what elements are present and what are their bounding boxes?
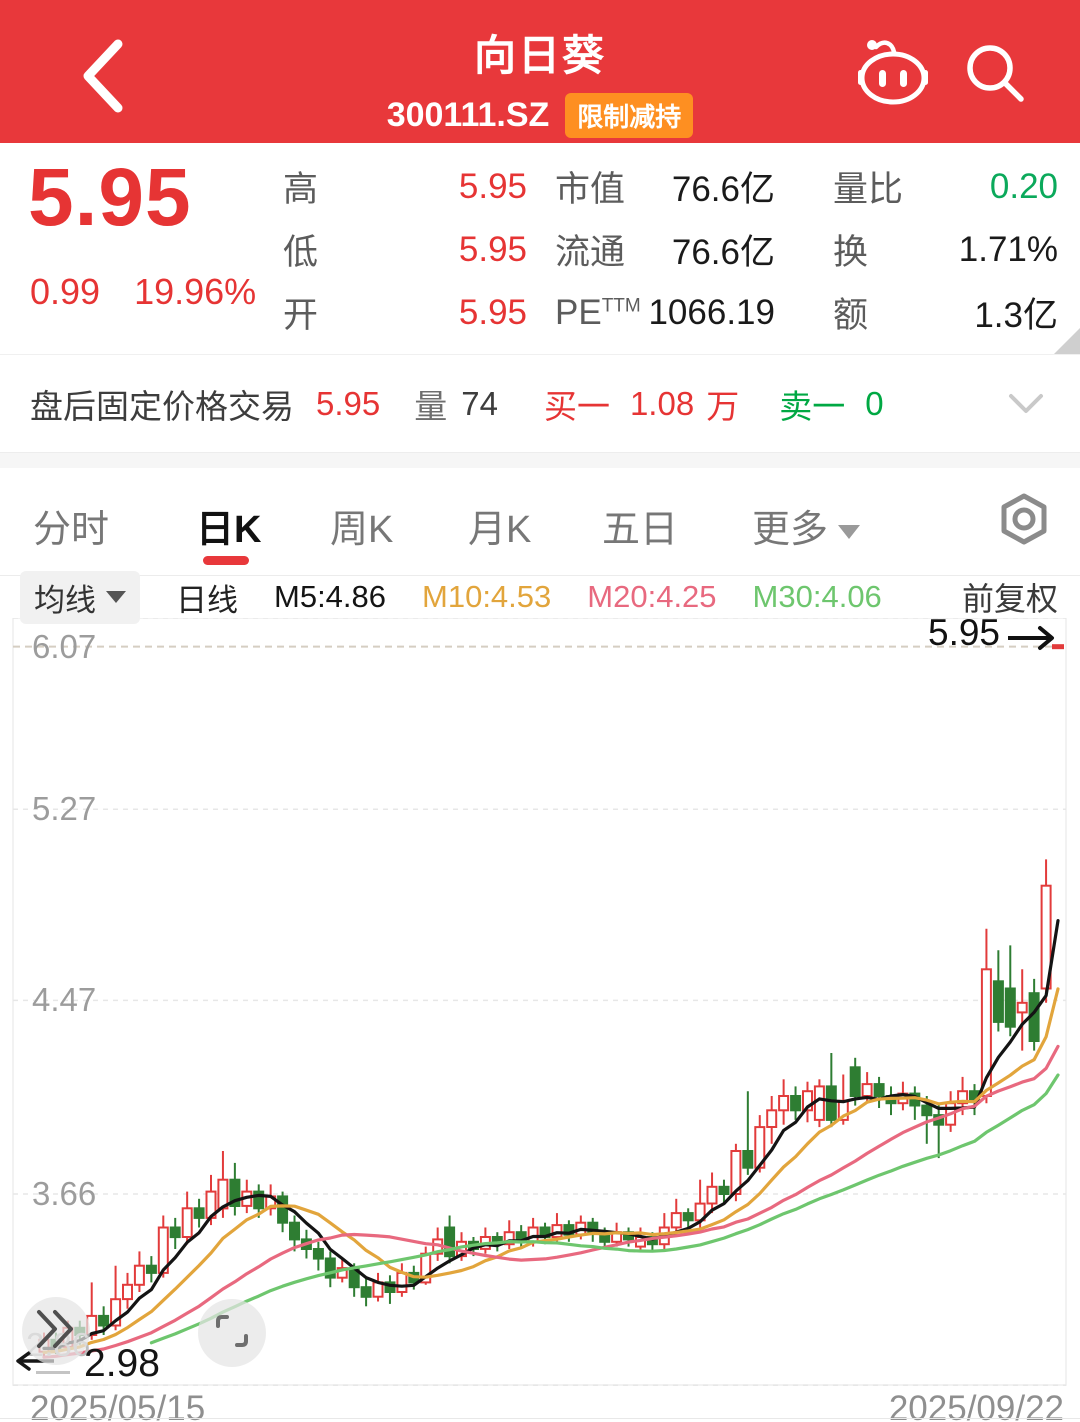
ma-dropdown-label: 均线 [34,582,96,618]
bid1-value: 1.08 [629,384,695,422]
app-header: 向日葵 300111.SZ 限制减持 [0,0,1080,143]
caret-down-icon [106,591,126,603]
section-divider [0,453,1080,468]
ma-legend-bar: 均线 日线 M5:4.86 M10:4.53 M20:4.25 M30:4.06… [0,570,1080,624]
pane-divider [0,1418,1080,1419]
stat-label: 市值 [555,170,626,209]
bid1-unit: 万 [706,387,740,425]
stat-value: 5.95 [458,292,527,332]
adjust-mode-button[interactable]: 前复权 [961,581,1058,617]
ai-assistant-button[interactable] [856,36,930,108]
stat-label: 低 [283,233,319,272]
after-hours-price: 5.95 [316,384,381,422]
stat-value: 76.6亿 [671,170,775,209]
arrow-right-icon [1006,624,1064,657]
ma-period: 日线 [176,582,238,618]
low-price-marker: 2.98 [84,1342,160,1385]
stat-label: 换 [833,233,869,272]
fullscreen-corners-icon [213,1312,251,1355]
current-price-marker: 5.95 [928,612,1001,653]
stat-value: 1.3亿 [974,296,1058,335]
stat-label: PETTM [555,292,641,332]
tab-monthly-k[interactable]: 月K [468,509,532,551]
y-axis-tick: 6.07 [32,628,97,665]
change-amount: 0.99 [30,271,101,312]
stat-value: 0.20 [989,166,1058,206]
search-icon [962,45,1028,110]
ma20-value: M20:4.25 [587,579,717,614]
stats-column-left: 高 5.95 低 5.95 开 5.95 [283,155,527,344]
after-hours-vol: 74 [461,384,498,422]
stat-value: 76.6亿 [671,233,775,272]
ask1-value: 0 [865,384,884,422]
double-chevron-right-icon [33,1304,79,1359]
y-axis-tick: 4.47 [32,981,97,1018]
ma-dropdown[interactable]: 均线 [20,570,140,624]
stock-code: 300111.SZ [386,96,550,134]
gear-nut-icon [998,493,1050,550]
ma30-value: M30:4.06 [752,579,882,614]
stat-label: 流通 [555,233,626,272]
ask1-label: 卖一 [779,387,846,425]
stat-label: 开 [283,296,319,335]
stat-value: 1066.19 [648,292,775,332]
bid1-label: 买一 [543,387,610,425]
stat-float-cap: 流通 76.6亿 [555,218,775,281]
stat-value: 5.95 [458,229,527,269]
stat-open: 开 5.95 [283,281,527,344]
low-marker-underline [36,1371,70,1374]
stat-pe-ttm: PETTM 1066.19 [555,281,775,344]
chart-tab-bar: 分时 日K 周K 月K 五日 更多 [0,468,1080,576]
back-button[interactable] [70,36,140,116]
jump-latest-button[interactable] [22,1297,90,1365]
after-hours-vol-label: 量 [414,387,448,425]
after-hours-row[interactable]: 盘后固定价格交易 5.95 量 74 买一 1.08 万 卖一 0 [0,355,1080,453]
last-price: 5.95 [28,152,192,243]
chevron-down-icon[interactable] [1008,393,1044,420]
stock-name: 向日葵 [473,32,606,79]
tab-more[interactable]: 更多 [752,498,861,553]
stat-label: 额 [833,296,869,335]
change-percent: 19.96% [134,271,257,312]
active-tab-indicator [203,556,249,565]
ma10-value: M10:4.53 [422,579,552,614]
quote-panel: 5.95 0.99 19.96% 高 5.95 低 5.95 开 5.95 市值 … [0,143,1080,355]
x-axis-end-date: 2025/09/22 [888,1389,1064,1422]
ma5-value: M5:4.86 [274,579,387,614]
panel-fold-corner[interactable] [1054,328,1080,354]
fullscreen-button[interactable] [198,1299,266,1367]
stat-market-cap: 市值 76.6亿 [555,155,775,218]
stat-high: 高 5.95 [283,155,527,218]
caret-down-icon [838,524,861,539]
stat-low: 低 5.95 [283,218,527,281]
after-hours-title: 盘后固定价格交易 [30,387,294,425]
stat-label: 量比 [833,170,904,209]
y-axis-tick: 5.27 [32,790,97,827]
stat-volume-ratio: 量比 0.20 [833,155,1058,218]
chart-settings-button[interactable] [998,492,1050,546]
tab-daily-k[interactable]: 日K [196,509,262,551]
price-change: 0.99 19.96% [30,271,290,313]
stat-amount: 额 1.3亿 [833,281,1058,344]
stat-turnover-rate: 换 1.71% [833,218,1058,281]
tab-weekly-k[interactable]: 周K [330,509,394,551]
y-axis-tick: 3.66 [32,1175,97,1212]
stat-label: 高 [283,170,319,209]
header-title-block: 向日葵 300111.SZ 限制减持 [240,0,840,143]
stats-column-right: 量比 0.20 换 1.71% 额 1.3亿 [833,155,1058,344]
stat-value: 5.95 [458,166,527,206]
back-chevron-icon [70,39,140,120]
tab-five-day[interactable]: 五日 [602,509,679,551]
search-button[interactable] [962,40,1028,106]
tab-minute[interactable]: 分时 [33,509,110,551]
x-axis-start-date: 2025/05/15 [30,1389,206,1422]
candlestick-chart[interactable] [0,618,1080,1422]
stats-column-mid: 市值 76.6亿 流通 76.6亿 PETTM 1066.19 [555,155,775,344]
robot-icon [856,40,930,112]
stat-value: 1.71% [958,229,1058,269]
restriction-badge: 限制减持 [565,93,694,138]
